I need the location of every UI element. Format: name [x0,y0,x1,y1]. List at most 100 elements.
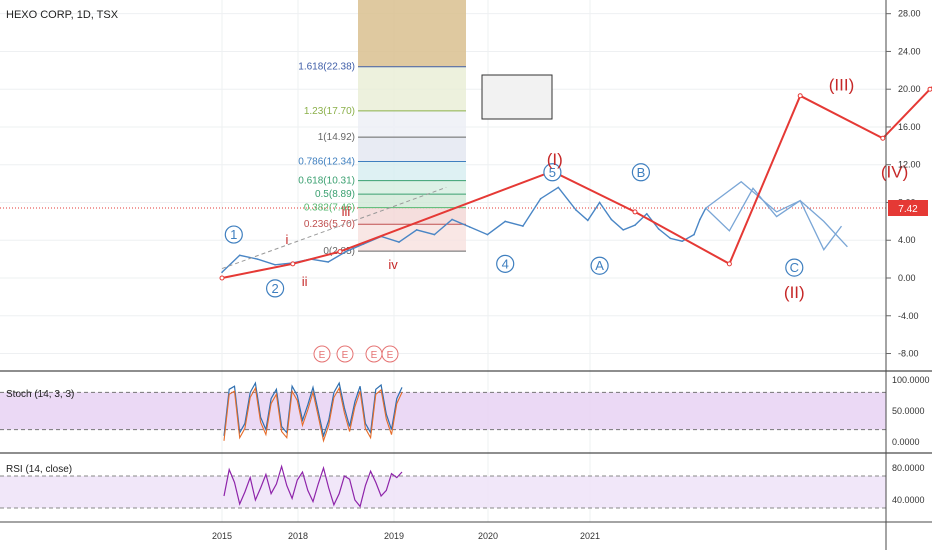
price-point [681,240,683,242]
wave-vertex [880,135,886,141]
earnings-marker-label: E [342,350,349,361]
price-point [598,201,601,204]
rsi-band [0,476,886,508]
fib-zone [358,110,466,138]
price-point [238,254,241,257]
stoch-label: Stoch (14, 3, 3) [6,389,74,400]
elliott-wave-line [221,86,932,279]
projection-line [705,187,843,251]
earnings-marker-label: E [387,350,394,361]
time-tick-label: 2021 [580,531,600,541]
wave-label-circle [266,279,285,298]
earnings-marker[interactable] [381,345,399,363]
fib-retracement: 1.618(22.38) 1.23(17.70) 1(14.92) 0.786(12.… [298,0,466,257]
price-point [398,241,400,243]
price-tick-label: -4.00 [898,311,919,321]
wave-vertex [927,86,932,92]
rsi-label: RSI (14, close) [6,464,72,475]
fib-level-label: 0.236(5.70) [304,219,355,230]
price-point [657,228,660,230]
price-point [634,224,636,226]
price-point [575,209,577,211]
stoch-tick-label: 100.0000 [892,375,930,385]
price-point [469,226,471,228]
wave-label: ii [302,274,308,289]
wave-label: B [637,165,646,180]
price-point [693,233,695,236]
fib-level-label: 0.382(7.46) [304,203,355,214]
price-point [522,225,524,227]
price-tick-label: -8.00 [898,349,919,359]
price-point [451,218,453,221]
price-point [610,218,613,221]
wave-label-circle [631,163,651,182]
wave-label: (I) [547,150,563,169]
price-point [415,229,418,231]
wave-vertex [290,261,296,267]
stoch-k-line [223,381,403,439]
earnings-marker-label: E [371,350,378,361]
price-point [587,219,589,222]
fib-zone [358,207,466,225]
price-tick-label: 24.00 [898,46,921,56]
price-point [669,237,672,240]
wave-label: A [595,258,604,273]
fib-zone [358,180,466,195]
fib-level-label: 1(14.92) [318,132,355,143]
wave-label: (III) [829,75,855,94]
wave-label: C [790,260,799,275]
price-point [256,258,259,260]
wave-label: 2 [271,281,278,296]
price-point [622,229,624,231]
price-tick-label: 16.00 [898,122,921,132]
rsi-tick-label: 80.0000 [892,463,925,473]
price-point [327,261,330,263]
stoch-tick-label: 0.0000 [892,437,920,447]
wave-label: i [285,232,288,247]
wave-label: (IV) [881,162,908,181]
price-tick-label: 28.00 [898,9,921,19]
earnings-marker[interactable] [313,345,331,363]
wave-label: iv [388,257,398,272]
price-point [646,213,648,215]
time-tick-label: 2019 [384,531,404,541]
price-point [345,250,347,253]
wave-label-circle [590,256,609,275]
projection-line [705,180,848,248]
price-series [221,180,848,274]
rsi-tick-label: 40.0000 [892,495,925,505]
wave-vertex [337,249,343,255]
chart-title: HEXO CORP, 1D, TSX [6,9,119,21]
price-point [539,197,542,200]
wave-label-circle [224,225,243,244]
fib-zone [358,66,466,111]
wave-vertex [632,209,638,215]
wave-vertex [726,261,732,267]
wave-label: 5 [549,165,556,180]
price-point [221,271,223,274]
price-tick-label: 20.00 [898,84,921,94]
stoch-d-line [223,386,403,443]
rsi-line [223,464,403,508]
wave-label: 4 [502,256,509,271]
price-point [699,218,701,221]
fib-zone [358,194,466,208]
elliott-wave-path [219,74,932,281]
price-point [486,233,489,236]
wave-label-circle [496,254,515,273]
fib-level-label: 1.23(17.70) [304,106,355,117]
price-point [433,233,436,236]
last-price-label: 7.42 [898,204,918,215]
fib-level-label: 0.5(8.89) [315,189,355,200]
indicators [0,381,886,509]
wave-label: iii [342,204,351,219]
price-point [274,263,276,266]
wave-vertex [219,275,225,281]
wave-label-circle [785,258,804,277]
time-tick-label: 2015 [212,531,232,541]
price-tick-label: 0.00 [898,273,916,283]
earnings-marker[interactable] [336,345,354,363]
